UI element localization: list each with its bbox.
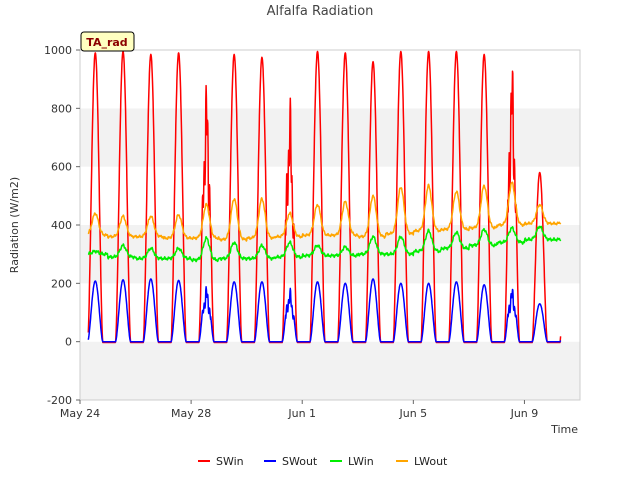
x-axis-title: Time bbox=[550, 423, 578, 436]
grid-band bbox=[80, 283, 580, 342]
x-tick-label: Jun 1 bbox=[287, 407, 316, 420]
series-line-swin bbox=[87, 50, 562, 344]
legend: SWin SWout LWin LWout bbox=[198, 455, 448, 468]
y-tick-label: 600 bbox=[51, 161, 72, 174]
y-tick-label: 200 bbox=[51, 277, 72, 290]
series-layer bbox=[87, 50, 562, 344]
grid-band bbox=[80, 166, 580, 225]
y-tick-label: -200 bbox=[47, 394, 72, 407]
y-tick-label: 0 bbox=[65, 336, 72, 349]
y-tick-label: 800 bbox=[51, 102, 72, 115]
grid-band bbox=[80, 50, 580, 109]
grid-bands bbox=[80, 50, 580, 400]
chart-title: Alfalfa Radiation bbox=[267, 4, 374, 19]
legend-label-swout: SWout bbox=[282, 455, 318, 468]
y-axis-title: Radiation (W/m2) bbox=[8, 177, 21, 273]
x-tick-label: Jun 9 bbox=[510, 407, 539, 420]
x-tick-label: May 28 bbox=[171, 407, 211, 420]
legend-label-lwin: LWin bbox=[348, 455, 374, 468]
series-line-lwin bbox=[87, 225, 562, 263]
x-tick-label: Jun 5 bbox=[398, 407, 427, 420]
series-line-lwout bbox=[87, 181, 562, 242]
legend-label-lwout: LWout bbox=[414, 455, 448, 468]
x-tick-label: May 24 bbox=[60, 407, 100, 420]
grid-band bbox=[80, 341, 580, 400]
site-tag: TA_rad bbox=[80, 31, 135, 52]
site-tag-label: TA_rad bbox=[86, 36, 127, 49]
grid-band bbox=[80, 108, 580, 167]
legend-label-swin: SWin bbox=[216, 455, 244, 468]
y-tick-label: 1000 bbox=[44, 44, 72, 57]
site-tag-box bbox=[80, 31, 135, 52]
y-tick-label: 400 bbox=[51, 219, 72, 232]
series-line-swout bbox=[87, 278, 562, 343]
axis-ticks: -200 0 200 400 600 800 1000 May 24 May 28 Jun 1 Ju… bbox=[44, 44, 538, 420]
